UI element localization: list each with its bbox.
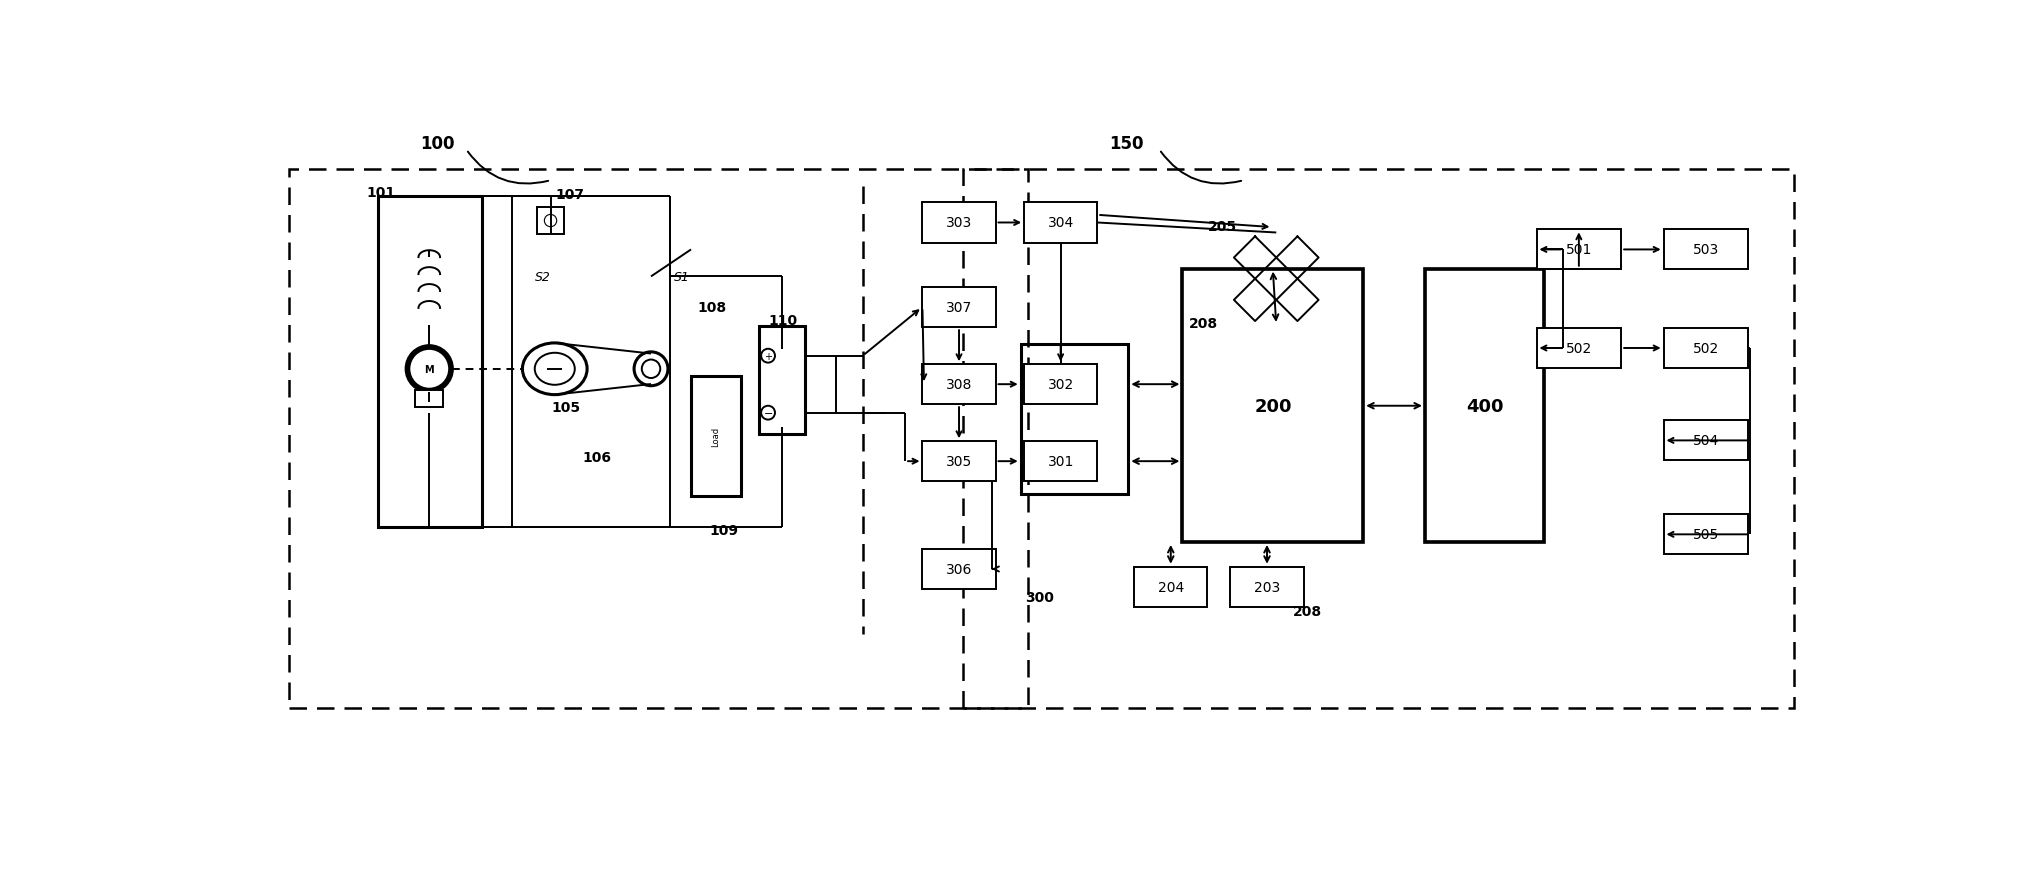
Text: 101: 101 (367, 185, 395, 199)
Text: 300: 300 (1025, 591, 1054, 605)
FancyBboxPatch shape (1023, 203, 1098, 244)
Text: 150: 150 (1108, 135, 1143, 153)
FancyBboxPatch shape (1663, 421, 1748, 461)
Circle shape (634, 353, 669, 386)
Text: 107: 107 (555, 188, 586, 202)
Ellipse shape (523, 344, 588, 395)
Text: 205: 205 (1207, 220, 1238, 234)
Text: 502: 502 (1694, 342, 1718, 355)
Text: 303: 303 (946, 216, 972, 230)
FancyBboxPatch shape (537, 208, 563, 235)
Text: S1: S1 (675, 270, 689, 284)
FancyBboxPatch shape (415, 391, 444, 408)
FancyBboxPatch shape (1663, 515, 1748, 555)
Text: M: M (423, 364, 434, 375)
Text: +: + (764, 351, 772, 361)
FancyBboxPatch shape (922, 288, 995, 328)
Text: Load: Load (711, 427, 721, 447)
FancyBboxPatch shape (1135, 567, 1207, 607)
Circle shape (762, 349, 776, 363)
Text: 505: 505 (1694, 528, 1718, 541)
Text: 503: 503 (1694, 243, 1718, 257)
FancyBboxPatch shape (1424, 269, 1544, 542)
Text: −: − (764, 408, 772, 418)
FancyBboxPatch shape (691, 377, 742, 496)
FancyBboxPatch shape (922, 549, 995, 589)
FancyBboxPatch shape (1183, 269, 1363, 542)
Text: 208: 208 (1293, 604, 1321, 618)
Ellipse shape (535, 354, 575, 385)
Text: 106: 106 (583, 451, 612, 465)
FancyBboxPatch shape (1663, 329, 1748, 369)
Text: 204: 204 (1157, 580, 1183, 594)
FancyBboxPatch shape (922, 203, 995, 244)
FancyBboxPatch shape (1230, 567, 1303, 607)
FancyBboxPatch shape (1536, 329, 1621, 369)
Text: S2: S2 (535, 270, 551, 284)
Text: 203: 203 (1254, 580, 1280, 594)
Text: 200: 200 (1254, 397, 1293, 416)
FancyBboxPatch shape (760, 327, 804, 435)
FancyBboxPatch shape (377, 197, 482, 527)
Text: 305: 305 (946, 455, 972, 469)
Text: 110: 110 (770, 314, 798, 328)
Text: 105: 105 (551, 400, 581, 415)
Circle shape (762, 407, 776, 420)
FancyBboxPatch shape (1023, 365, 1098, 405)
Text: 304: 304 (1047, 216, 1074, 230)
Text: 501: 501 (1566, 243, 1592, 257)
Text: 302: 302 (1047, 377, 1074, 392)
FancyBboxPatch shape (1536, 230, 1621, 270)
Text: 109: 109 (709, 524, 739, 538)
Text: 100: 100 (419, 135, 454, 153)
Circle shape (405, 346, 452, 392)
Text: 306: 306 (946, 563, 972, 576)
FancyBboxPatch shape (1023, 441, 1098, 482)
FancyBboxPatch shape (922, 441, 995, 482)
Text: 307: 307 (946, 301, 972, 315)
Text: 108: 108 (697, 301, 727, 315)
Text: 502: 502 (1566, 342, 1592, 355)
Text: 301: 301 (1047, 455, 1074, 469)
Text: 308: 308 (946, 377, 972, 392)
Circle shape (545, 215, 557, 228)
Circle shape (642, 360, 660, 378)
FancyBboxPatch shape (922, 365, 995, 405)
Text: 208: 208 (1189, 316, 1218, 330)
Circle shape (411, 351, 448, 388)
Text: 400: 400 (1467, 397, 1503, 416)
Text: 504: 504 (1694, 434, 1718, 448)
FancyBboxPatch shape (1663, 230, 1748, 270)
